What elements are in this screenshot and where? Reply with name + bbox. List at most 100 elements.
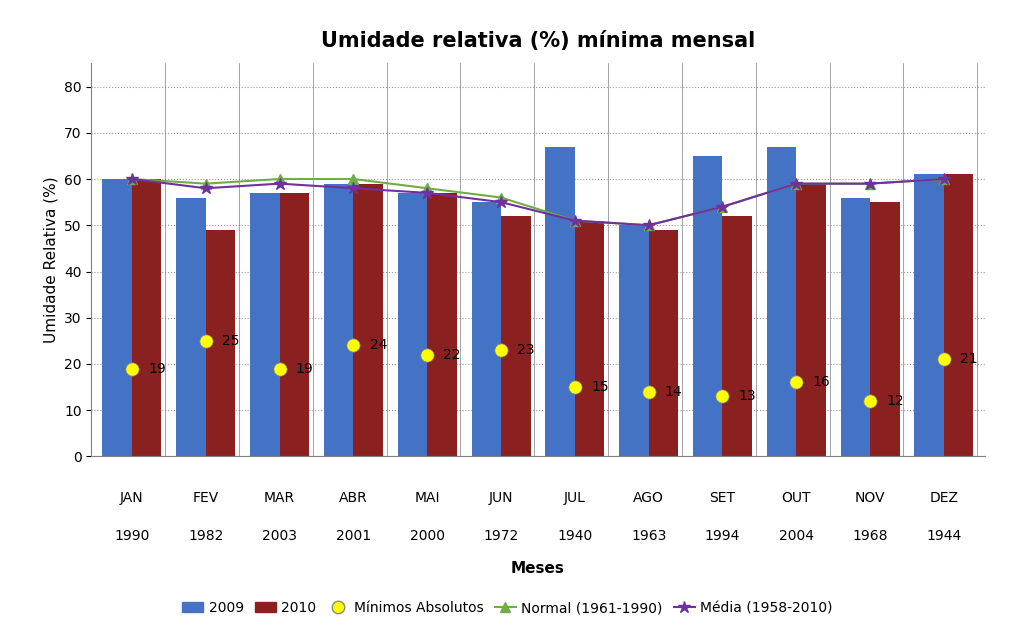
Text: 12: 12: [886, 394, 904, 408]
Bar: [353, 184, 383, 456]
Média (1958-2010): [717, 203, 729, 210]
Line: Média (1958-2010): Média (1958-2010): [126, 172, 950, 231]
Média (1958-2010): [791, 180, 803, 188]
Média (1958-2010): [200, 184, 212, 192]
Bar: [472, 202, 501, 456]
Normal (1961-1990): [200, 180, 212, 188]
Bar: [944, 174, 973, 456]
Text: 25: 25: [222, 334, 240, 348]
Text: 23: 23: [518, 343, 535, 357]
Text: OUT: OUT: [782, 491, 811, 505]
Point: [566, 382, 583, 392]
Point: [419, 350, 435, 360]
Text: 1944: 1944: [927, 529, 961, 543]
Normal (1961-1990): [421, 184, 433, 192]
Média (1958-2010): [421, 189, 433, 197]
Text: 19: 19: [148, 361, 165, 375]
Text: 1968: 1968: [853, 529, 888, 543]
Y-axis label: Umidade Relativa (%): Umidade Relativa (%): [44, 177, 59, 343]
Point: [936, 354, 952, 365]
Normal (1961-1990): [273, 175, 285, 183]
Text: 1940: 1940: [557, 529, 593, 543]
Text: ABR: ABR: [339, 491, 367, 505]
Bar: [574, 221, 604, 456]
Text: 24: 24: [369, 339, 387, 353]
Bar: [723, 216, 752, 456]
Point: [124, 363, 140, 373]
Média (1958-2010): [568, 217, 581, 224]
Point: [789, 377, 805, 387]
Bar: [870, 202, 899, 456]
Point: [715, 391, 731, 401]
Text: JAN: JAN: [120, 491, 144, 505]
Text: 22: 22: [444, 347, 461, 362]
Text: 19: 19: [295, 361, 314, 375]
Text: AGO: AGO: [633, 491, 664, 505]
Normal (1961-1990): [568, 217, 581, 224]
Bar: [398, 193, 427, 456]
Text: SET: SET: [709, 491, 736, 505]
Bar: [250, 193, 279, 456]
Text: 2001: 2001: [336, 529, 370, 543]
Média (1958-2010): [126, 175, 138, 183]
Normal (1961-1990): [347, 175, 359, 183]
Bar: [840, 198, 870, 456]
Bar: [206, 230, 235, 456]
Text: MAI: MAI: [414, 491, 439, 505]
Normal (1961-1990): [864, 180, 876, 188]
Normal (1961-1990): [642, 221, 655, 229]
Text: 21: 21: [960, 353, 977, 366]
Point: [493, 345, 510, 355]
Point: [862, 396, 878, 406]
Bar: [501, 216, 531, 456]
Text: 13: 13: [739, 389, 756, 403]
Text: 16: 16: [813, 375, 830, 389]
Bar: [103, 179, 132, 456]
Text: 1982: 1982: [188, 529, 223, 543]
Point: [271, 363, 287, 373]
Bar: [324, 184, 353, 456]
Média (1958-2010): [273, 180, 285, 188]
Média (1958-2010): [495, 198, 508, 206]
Text: 2004: 2004: [779, 529, 814, 543]
Legend: 2009, 2010, Mínimos Absolutos, Normal (1961-1990), Média (1958-2010): 2009, 2010, Mínimos Absolutos, Normal (1…: [177, 595, 838, 621]
Text: MAR: MAR: [264, 491, 295, 505]
Normal (1961-1990): [791, 180, 803, 188]
Bar: [619, 225, 649, 456]
Point: [345, 340, 361, 351]
Text: 2000: 2000: [410, 529, 445, 543]
Média (1958-2010): [938, 175, 950, 183]
Text: JUL: JUL: [564, 491, 586, 505]
Média (1958-2010): [864, 180, 876, 188]
Normal (1961-1990): [126, 175, 138, 183]
Normal (1961-1990): [495, 194, 508, 202]
Bar: [693, 156, 723, 456]
Text: 1994: 1994: [704, 529, 740, 543]
Point: [198, 336, 214, 346]
Text: 15: 15: [591, 380, 609, 394]
Bar: [915, 174, 944, 456]
Title: Umidade relativa (%) mínima mensal: Umidade relativa (%) mínima mensal: [321, 30, 755, 51]
Line: Normal (1961-1990): Normal (1961-1990): [127, 174, 949, 230]
Normal (1961-1990): [938, 175, 950, 183]
Text: FEV: FEV: [193, 491, 219, 505]
Text: 1963: 1963: [631, 529, 667, 543]
Normal (1961-1990): [717, 203, 729, 210]
Média (1958-2010): [347, 184, 359, 192]
Bar: [279, 193, 310, 456]
Bar: [177, 198, 206, 456]
Point: [640, 387, 657, 397]
Text: DEZ: DEZ: [930, 491, 958, 505]
Bar: [427, 193, 457, 456]
Bar: [545, 146, 574, 456]
Text: 1990: 1990: [115, 529, 149, 543]
Bar: [649, 230, 678, 456]
Bar: [797, 184, 826, 456]
Text: 1972: 1972: [483, 529, 519, 543]
Text: 14: 14: [665, 385, 682, 399]
Bar: [766, 146, 797, 456]
Text: 2003: 2003: [262, 529, 297, 543]
Text: JUN: JUN: [489, 491, 514, 505]
Text: NOV: NOV: [855, 491, 885, 505]
Média (1958-2010): [642, 221, 655, 229]
